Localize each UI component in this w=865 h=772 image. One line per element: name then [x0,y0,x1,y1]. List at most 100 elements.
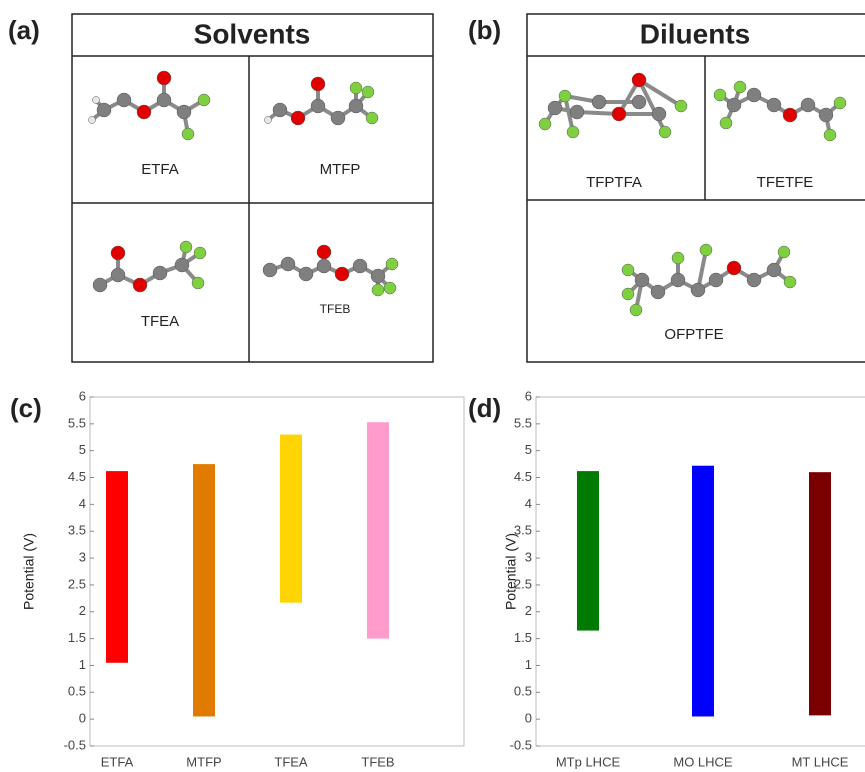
atom [691,283,705,297]
panel-label: (b) [468,15,501,45]
range-bar [692,466,714,717]
atom [331,111,345,125]
y-tick-label: 0.5 [514,684,532,699]
y-axis-label: Potential (V) [503,533,519,610]
atom [548,101,562,115]
y-tick-label: 4 [525,496,532,511]
range-bar [577,471,599,630]
panel-label: (a) [8,15,40,45]
y-tick-label: 4.5 [68,469,86,484]
atom [834,97,846,109]
range-bar [809,472,831,715]
atom [349,99,363,113]
atom [371,269,385,283]
x-tick-label: MTp LHCE [556,754,621,769]
y-tick-label: 6 [79,388,86,403]
x-tick-label: TFEA [274,754,308,769]
y-tick-label: 4 [79,496,86,511]
atom [117,93,131,107]
atom [767,263,781,277]
y-tick-label: 1 [79,657,86,672]
y-tick-label: 2 [525,603,532,618]
x-tick-label: MT LHCE [792,754,849,769]
atom [353,259,367,273]
molecule-name: MTFP [320,161,361,178]
y-tick-label: 0 [79,711,86,726]
panel-title: Diluents [640,18,750,49]
y-tick-label: 5 [79,442,86,457]
atom [652,107,666,121]
atom [153,266,167,280]
atom [263,263,277,277]
molecule-name: TFETFE [757,174,814,191]
atom [177,105,191,119]
panel-label: (d) [468,393,501,423]
atom [93,97,100,104]
atom [180,241,192,253]
atom [198,94,210,106]
y-tick-label: 3 [79,550,86,565]
atom [651,285,665,299]
molecule-name: TFEA [141,313,179,330]
x-tick-label: MTFP [186,754,221,769]
atom [265,117,272,124]
atom [311,77,325,91]
atom [778,246,790,258]
atom [783,108,797,122]
atom [801,98,815,112]
atom [570,105,584,119]
atom [824,129,836,141]
figure: (a) Solvents ETFA MTFP TFEA TFEB (b) Dil… [0,0,865,772]
atom [157,71,171,85]
atom [372,284,384,296]
atom [350,82,362,94]
atom [111,268,125,282]
atom [622,264,634,276]
atom [317,259,331,273]
atom [819,108,833,122]
molecule-name: TFPTFA [586,174,642,191]
atom [747,88,761,102]
atom [89,117,96,124]
range-bar [367,422,389,638]
x-tick-label: ETFA [101,754,134,769]
y-tick-label: 4.5 [514,469,532,484]
atom [672,252,684,264]
atom [709,273,723,287]
atom [630,304,642,316]
molecule-name: ETFA [141,161,179,178]
plot-frame [90,397,464,746]
y-tick-label: 2.5 [68,576,86,591]
y-tick-label: 5.5 [68,415,86,430]
y-tick-label: 0.5 [68,684,86,699]
atom [93,278,107,292]
atom [281,257,295,271]
atom [671,273,685,287]
molecule-name: OFPTFE [664,326,723,343]
atom [386,258,398,270]
panel-frame [72,14,433,362]
y-tick-label: 1 [525,657,532,672]
atom [362,86,374,98]
atom [157,93,171,107]
atom [175,258,189,272]
atom [567,126,579,138]
atom [632,73,646,87]
atom [137,105,151,119]
panel-frame [527,14,865,362]
atom [192,277,204,289]
atom [727,261,741,275]
range-bar [106,471,128,663]
y-tick-label: 2 [79,603,86,618]
y-axis-label: Potential (V) [21,533,37,610]
y-tick-label: 1.5 [514,630,532,645]
atom [384,282,396,294]
atom [592,95,606,109]
atom [659,126,671,138]
y-tick-label: -0.5 [510,737,532,752]
atom [335,267,349,281]
atom [273,103,287,117]
y-tick-label: 3 [525,550,532,565]
atom [720,117,732,129]
y-tick-label: 3.5 [514,523,532,538]
